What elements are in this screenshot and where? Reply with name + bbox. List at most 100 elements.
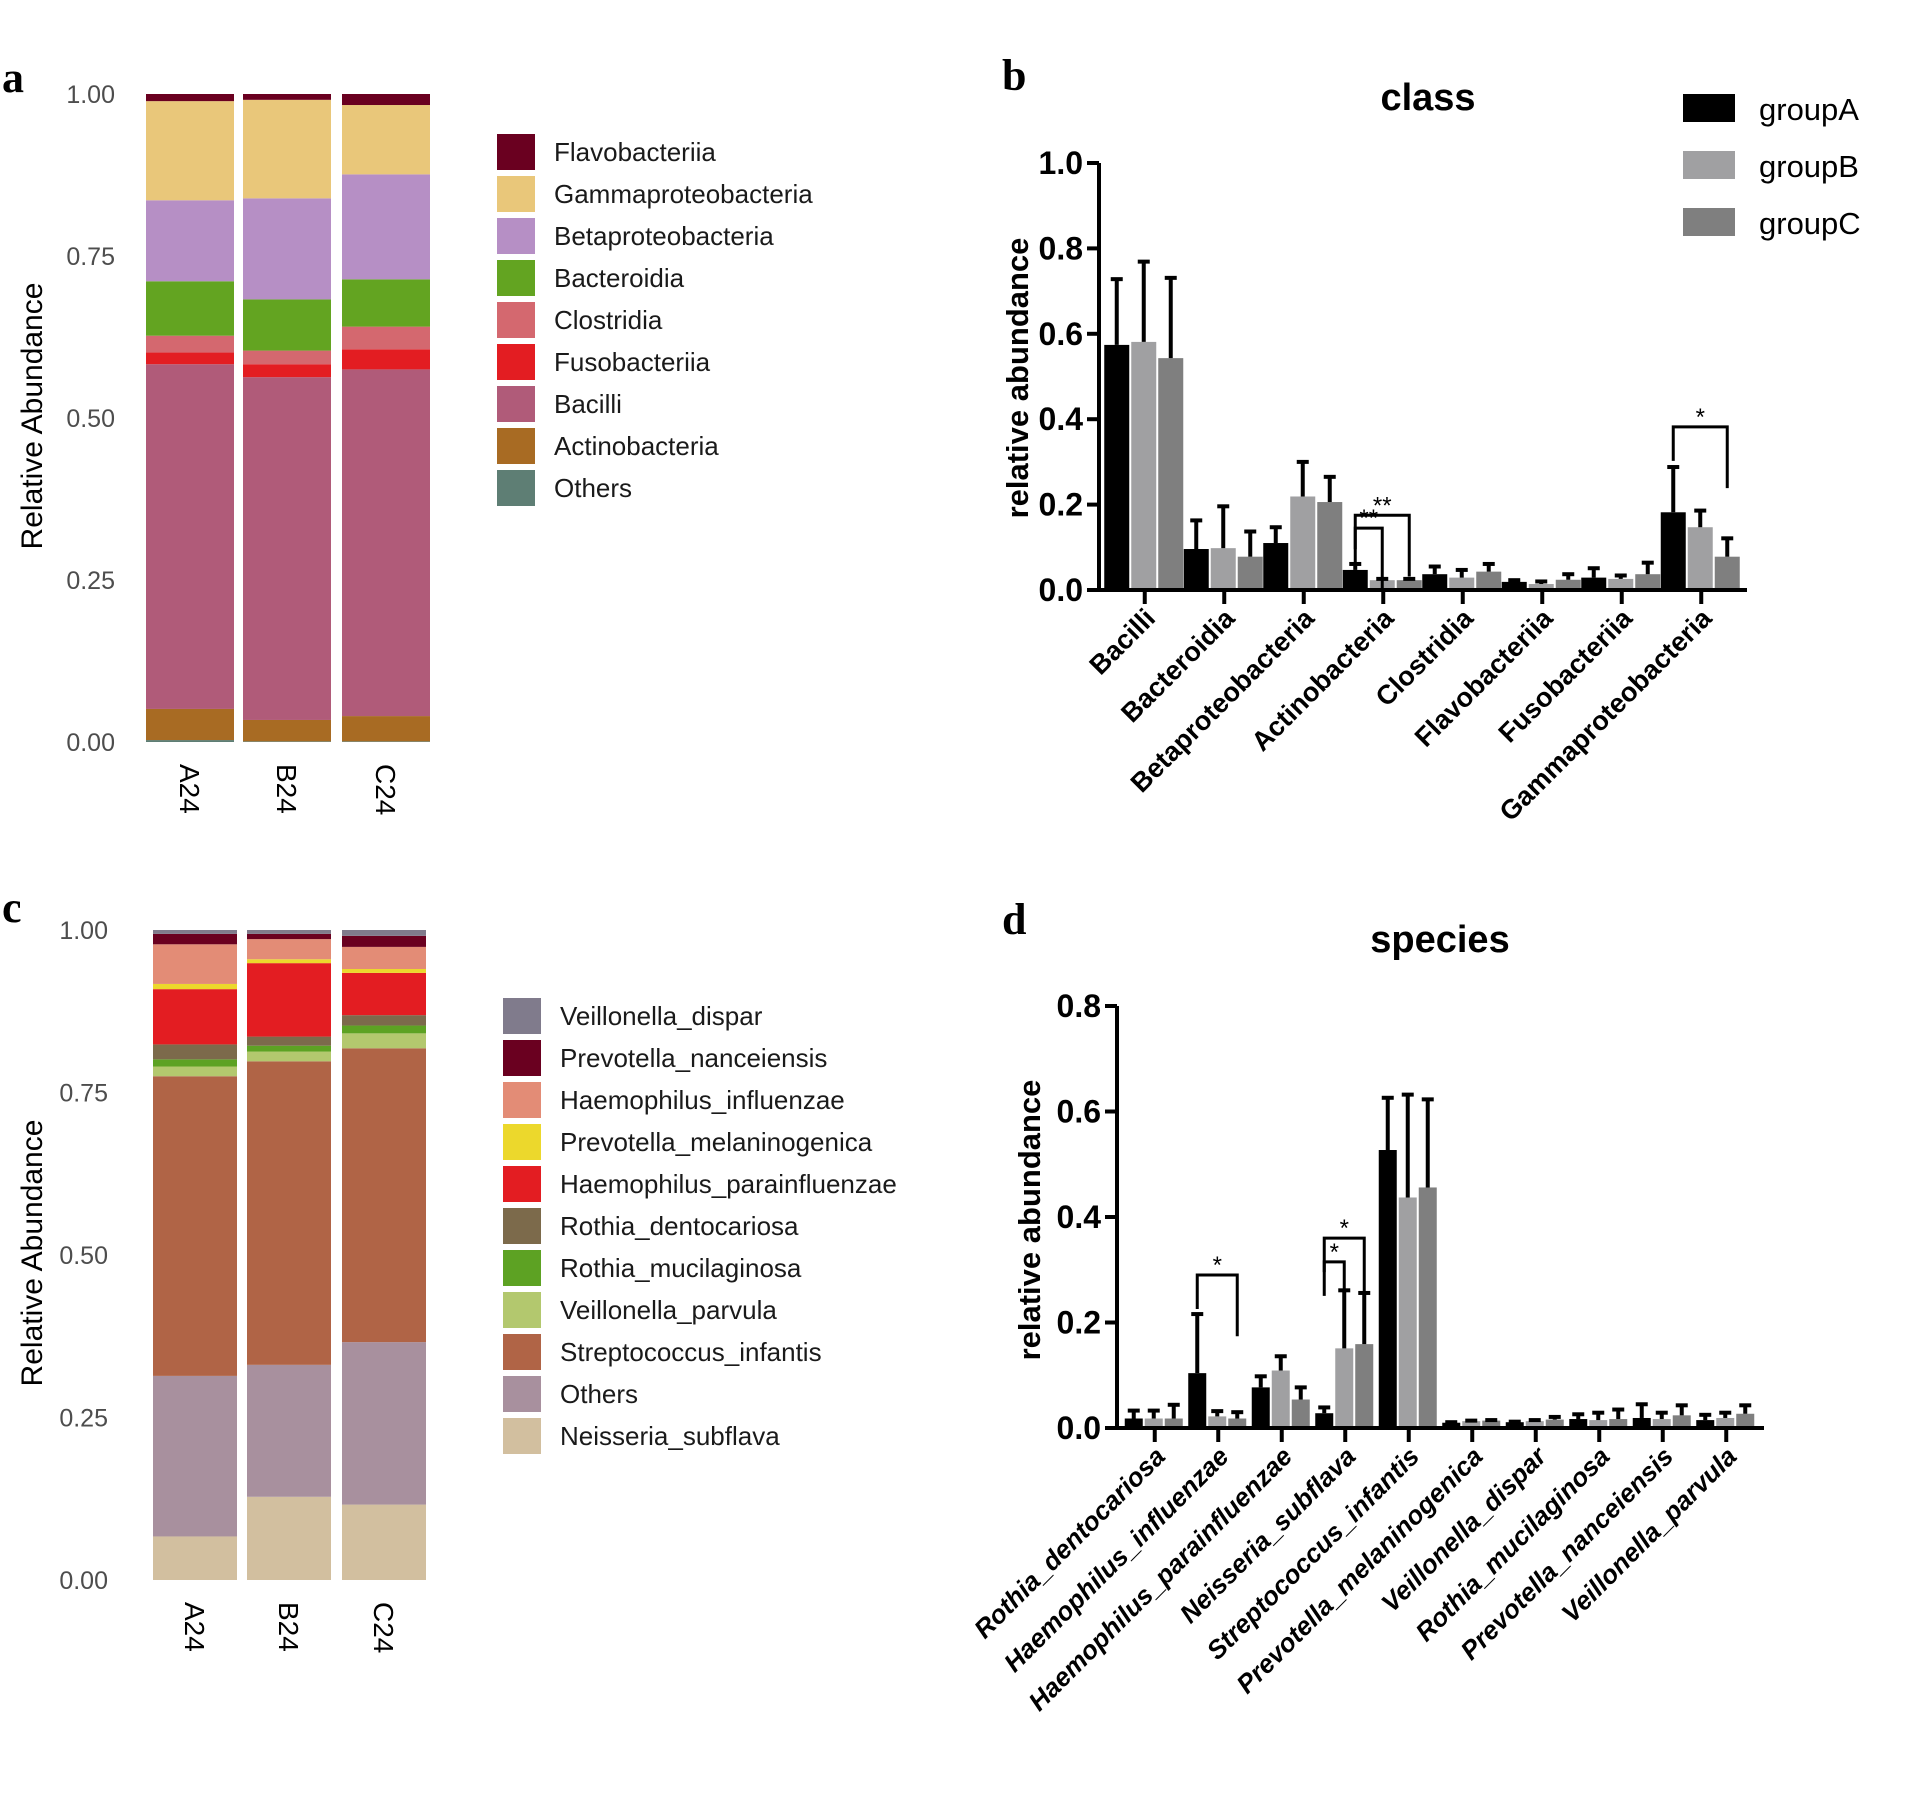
- panel-c-ylabel: Relative Abundance: [16, 1120, 49, 1387]
- bar-segment-haemophilus-parainfluenzae-b24: [247, 963, 331, 1037]
- legend-label-bacteroidia: Bacteroidia: [554, 263, 685, 293]
- legend-label-haemophilus-influenzae: Haemophilus_influenzae: [560, 1085, 845, 1115]
- legend-swatch-prevotella-melaninogenica: [503, 1124, 541, 1160]
- bar-segment-prevotella-nanceiensis-b24: [247, 933, 331, 940]
- bar-segment-bacteroidia-a24: [146, 281, 234, 336]
- bar-segment-prevotella-melaninogenica-a24: [153, 983, 237, 990]
- bar-segment-others-a24: [146, 740, 234, 742]
- bar-segment-streptococcus-infantis-a24: [153, 1076, 237, 1376]
- bar-segment-actinobacteria-a24: [146, 708, 234, 741]
- bar-groupc-prevotella-melaninogenica: [1482, 1420, 1501, 1428]
- bar-groupc-haemophilus-influenzae: [1228, 1418, 1247, 1428]
- bar-segment-actinobacteria-c24: [342, 716, 430, 742]
- y-tick-label: 0.4: [1039, 401, 1084, 437]
- bar-groupa-clostridia: [1422, 574, 1448, 590]
- panel-b-ylabel: relative abundance: [1000, 238, 1035, 519]
- bar-groupc-clostridia: [1476, 571, 1502, 590]
- y-tick-label: 0.25: [66, 567, 115, 595]
- bar-segment-betaproteobacteria-c24: [342, 174, 430, 280]
- panel-b-title: class: [1380, 77, 1475, 119]
- significance-bracket: [1322, 1260, 1346, 1324]
- bar-groupa-rothia-mucilaginosa: [1569, 1419, 1588, 1428]
- y-tick-label: 0.2: [1057, 1305, 1101, 1341]
- bar-groupb-haemophilus-influenzae: [1208, 1416, 1227, 1428]
- bar-groupb-flavobacteriia: [1528, 584, 1554, 590]
- significance-bracket: [1322, 1236, 1366, 1300]
- panel-c-bars: [153, 930, 426, 1580]
- bar-groupb-prevotella-nanceiensis: [1652, 1419, 1671, 1428]
- legend-label-neisseria-subflava: Neisseria_subflava: [560, 1421, 780, 1451]
- bar-segment-streptococcus-infantis-b24: [247, 1061, 331, 1365]
- bar-segment-flavobacteriia-c24: [342, 94, 430, 106]
- panel-c-yticks: 0.00 0.25 0.50 0.75 1.00: [59, 917, 108, 1595]
- legend-swatch-others: [503, 1376, 541, 1412]
- legend-swatch-bacteroidia: [497, 260, 535, 296]
- significance-label: *: [1330, 1239, 1339, 1266]
- x-tick-label: A24: [174, 764, 205, 814]
- bar-segment-bacilli-a24: [146, 364, 234, 709]
- panel-a-xticks: A24 B24 C24: [174, 764, 401, 815]
- y-tick-label: 0.00: [59, 1567, 108, 1595]
- bar-segment-others-a24: [153, 1375, 237, 1537]
- bar-groupa-streptococcus-infantis: [1378, 1150, 1397, 1428]
- legend-swatch-fusobacteriia: [497, 344, 535, 380]
- panel-b-significance: *****: [1353, 404, 1729, 590]
- y-tick-label: 0.6: [1039, 316, 1083, 352]
- bar-groupc-actinobacteria: [1396, 580, 1422, 590]
- bar-groupb-clostridia: [1449, 577, 1475, 590]
- bar-groupa-haemophilus-influenzae: [1188, 1373, 1207, 1428]
- bar-segment-veillonella-dispar-b24: [247, 930, 331, 934]
- legend-swatch-veillonella-dispar: [503, 998, 541, 1034]
- bar-segment-haemophilus-parainfluenzae-a24: [153, 989, 237, 1045]
- panel-a-yticks: 0.00 0.25 0.50 0.75 1.00: [66, 81, 115, 757]
- legend-label-groupc: groupC: [1759, 206, 1861, 241]
- bar-segment-rothia-mucilaginosa-c24: [342, 1025, 426, 1034]
- bar-segment-bacilli-b24: [243, 377, 331, 720]
- y-tick-label: 0.0: [1057, 1410, 1101, 1446]
- bar-groupc-veillonella-parvula: [1736, 1413, 1755, 1428]
- y-tick-label: 0.75: [66, 243, 115, 271]
- x-tick-label: C24: [370, 764, 401, 815]
- bar-groupb-bacteroidia: [1210, 548, 1236, 590]
- bar-groupb-gammaproteobacteria: [1687, 527, 1713, 590]
- bar-segment-veillonella-dispar-a24: [153, 930, 237, 934]
- panel-c-stacked-species: Relative Abundance 0.000.250.500.751.00 …: [16, 917, 897, 1653]
- bar-groupa-rothia-dentocariosa: [1124, 1418, 1143, 1428]
- bar-segment-streptococcus-infantis-c24: [342, 1048, 426, 1343]
- legend-label-veillonella-parvula: Veillonella_parvula: [560, 1295, 777, 1325]
- bar-groupa-veillonella-dispar: [1505, 1422, 1524, 1428]
- legend-swatch-groupb: [1683, 151, 1735, 179]
- legend-swatch-haemophilus-influenzae: [503, 1082, 541, 1118]
- significance-bracket: [1195, 1273, 1239, 1337]
- panel-label-a: a: [2, 53, 24, 102]
- bar-segment-haemophilus-influenzae-a24: [153, 944, 237, 984]
- bar-segment-bacteroidia-b24: [243, 299, 331, 351]
- legend-swatch-rothia-dentocariosa: [503, 1208, 541, 1244]
- panel-b-bars: [1104, 259, 1740, 590]
- legend-swatch-veillonella-parvula: [503, 1292, 541, 1328]
- legend-label-fusobacteriia: Fusobacteriia: [554, 347, 711, 377]
- y-tick-label: 0.4: [1057, 1199, 1102, 1235]
- bar-segment-betaproteobacteria-a24: [146, 200, 234, 282]
- legend-label-prevotella-melaninogenica: Prevotella_melaninogenica: [560, 1127, 873, 1157]
- bar-segment-gammaproteobacteria-c24: [342, 105, 430, 175]
- bar-segment-veillonella-parvula-c24: [342, 1033, 426, 1049]
- bar-segment-bacilli-c24: [342, 369, 430, 717]
- bar-groupa-haemophilus-parainfluenzae: [1251, 1387, 1270, 1428]
- bar-segment-gammaproteobacteria-b24: [243, 99, 331, 199]
- bar-segment-veillonella-dispar-c24: [342, 930, 426, 936]
- significance-label: *: [1696, 404, 1705, 431]
- bar-groupc-gammaproteobacteria: [1714, 556, 1740, 590]
- bar-segment-haemophilus-influenzae-b24: [247, 939, 331, 960]
- y-tick-label: 0.8: [1057, 988, 1101, 1024]
- bar-groupb-prevotella-melaninogenica: [1462, 1421, 1481, 1428]
- bar-groupc-haemophilus-parainfluenzae: [1291, 1399, 1310, 1428]
- legend-swatch-clostridia: [497, 302, 535, 338]
- x-tick-label: A24: [179, 1602, 210, 1652]
- legend-label-gammaproteobacteria: Gammaproteobacteria: [554, 179, 813, 209]
- panel-d-bars: [1124, 1092, 1755, 1428]
- panel-b-class-groups: class relative abundance 0.0 0.2 0.4 0.6 0.8…: [1000, 77, 1861, 827]
- bar-groupb-fusobacteriia: [1608, 578, 1634, 590]
- y-tick-label: 0.75: [59, 1080, 108, 1108]
